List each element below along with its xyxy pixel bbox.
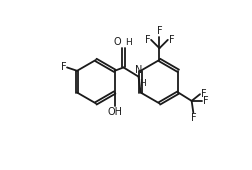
Text: N: N xyxy=(135,65,142,75)
Text: H: H xyxy=(139,79,146,88)
Text: H: H xyxy=(125,38,132,47)
Text: F: F xyxy=(191,113,196,123)
Text: F: F xyxy=(169,35,174,45)
Text: F: F xyxy=(145,35,150,45)
Text: O: O xyxy=(113,37,121,47)
Text: OH: OH xyxy=(107,107,122,117)
Text: F: F xyxy=(60,62,66,72)
Text: F: F xyxy=(157,26,162,36)
Text: F: F xyxy=(203,96,208,106)
Text: F: F xyxy=(201,89,206,99)
